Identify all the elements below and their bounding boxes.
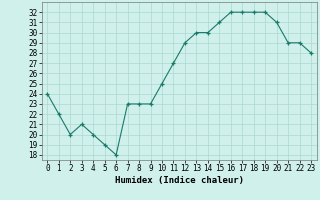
X-axis label: Humidex (Indice chaleur): Humidex (Indice chaleur) (115, 176, 244, 185)
